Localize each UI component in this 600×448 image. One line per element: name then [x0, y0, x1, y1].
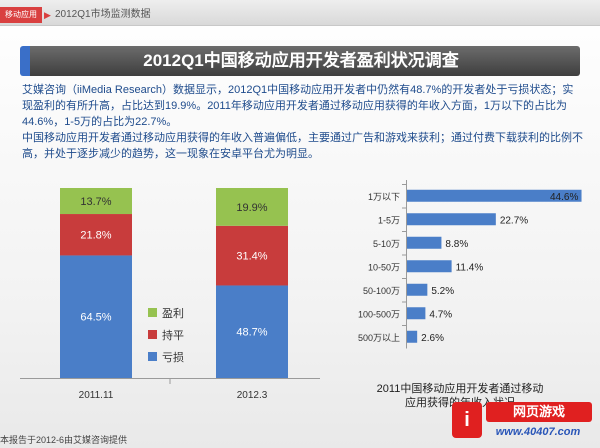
data-label-1-1: 64.5% [80, 312, 111, 324]
title-accent [20, 46, 30, 76]
arrow-right-icon: ▶ [44, 10, 51, 20]
bar-segment-1-2 [216, 285, 288, 378]
watermark-title: 网页游戏 [486, 402, 592, 422]
bar-1 [407, 189, 582, 202]
footer-note: 本报告于2012-6由艾媒咨询提供 [0, 435, 128, 445]
page-title: 2012Q1中国移动应用开发者盈利状况调查 [143, 51, 459, 70]
chart-title-line-1: 2011中国移动应用开发者通过移动 [377, 381, 544, 395]
bar-3 [407, 236, 442, 249]
data-label-5: 5.2% [431, 286, 454, 297]
bar-segment-2-1 [60, 214, 132, 256]
watermark-url: www.40407.com [495, 426, 581, 438]
bar-2 [407, 213, 496, 226]
data-label-3: 8.8% [445, 239, 468, 250]
legend-label-1: 盈利 [162, 307, 184, 320]
legend-label-2: 持平 [162, 328, 184, 342]
watermark-badge: i 网页游戏 www.40407.com [450, 398, 596, 442]
data-label-4: 11.4% [456, 262, 484, 273]
bar-segment-1-1 [60, 255, 132, 378]
y-tick-label-2: 1-5万 [378, 215, 400, 225]
legend-swatch-1 [148, 308, 157, 317]
bar-segment-3-2 [216, 188, 288, 226]
y-tick-label-5: 50-100万 [363, 286, 400, 296]
x-tick-label-1: 2011.11 [79, 390, 114, 401]
data-label-3-1: 13.7% [80, 196, 111, 208]
data-label-6: 4.7% [429, 309, 452, 320]
data-label-7: 2.6% [421, 333, 444, 344]
legend-label-3: 亏损 [162, 350, 184, 364]
body-text: 艾媒咨询（iiMedia Research）数据显示，2012Q1中国移动应用开… [22, 82, 584, 162]
data-label-2-2: 31.4% [236, 251, 267, 263]
x-tick-label-2: 2012.3 [237, 390, 268, 401]
watermark-logo: i [452, 402, 482, 438]
paragraph-2: 中国移动应用开发者通过移动应用获得的年收入普遍偏低，主要通过广告和游戏来获利；通… [22, 132, 583, 160]
data-label-1-2: 48.7% [236, 327, 267, 339]
y-tick-label-4: 10-50万 [368, 262, 400, 272]
top-bar: 移动应用 ▶ 2012Q1市场监测数据 [0, 0, 600, 26]
y-tick-label-1: 1万以下 [368, 192, 400, 202]
bar-7 [407, 330, 418, 343]
bar-segment-3-1 [60, 188, 132, 215]
data-label-2-1: 21.8% [80, 230, 111, 242]
title-bar [22, 46, 580, 76]
bar-6 [407, 307, 426, 320]
profit-status-stacked-bar-chart: 64.5% 21.8% 13.7% 2011.11 48.7% 31.4% 19.9% 201… [20, 188, 320, 401]
section-subtitle: 2012Q1市场监测数据 [55, 9, 151, 20]
bar-4 [407, 260, 452, 273]
data-label-3-2: 19.9% [236, 202, 267, 214]
annual-income-bar-chart: 1万以下 44.6% 1-5万 22.7% 5-10万 8.8% 10-50万 11.4% 50… [358, 180, 582, 408]
bar-segment-2-2 [216, 225, 288, 286]
bar-5 [407, 283, 428, 296]
data-label-2: 22.7% [500, 215, 528, 226]
y-tick-label-6: 100-500万 [358, 309, 400, 319]
section-tag: 移动应用 [0, 7, 42, 23]
legend-swatch-2 [148, 330, 157, 339]
paragraph-1: 艾媒咨询（iiMedia Research）数据显示，2012Q1中国移动应用开… [22, 84, 574, 128]
data-label-1: 44.6% [550, 192, 578, 203]
y-tick-label-3: 5-10万 [373, 239, 400, 249]
legend-swatch-3 [148, 352, 157, 361]
y-tick-label-7: 500万以上 [358, 333, 400, 343]
